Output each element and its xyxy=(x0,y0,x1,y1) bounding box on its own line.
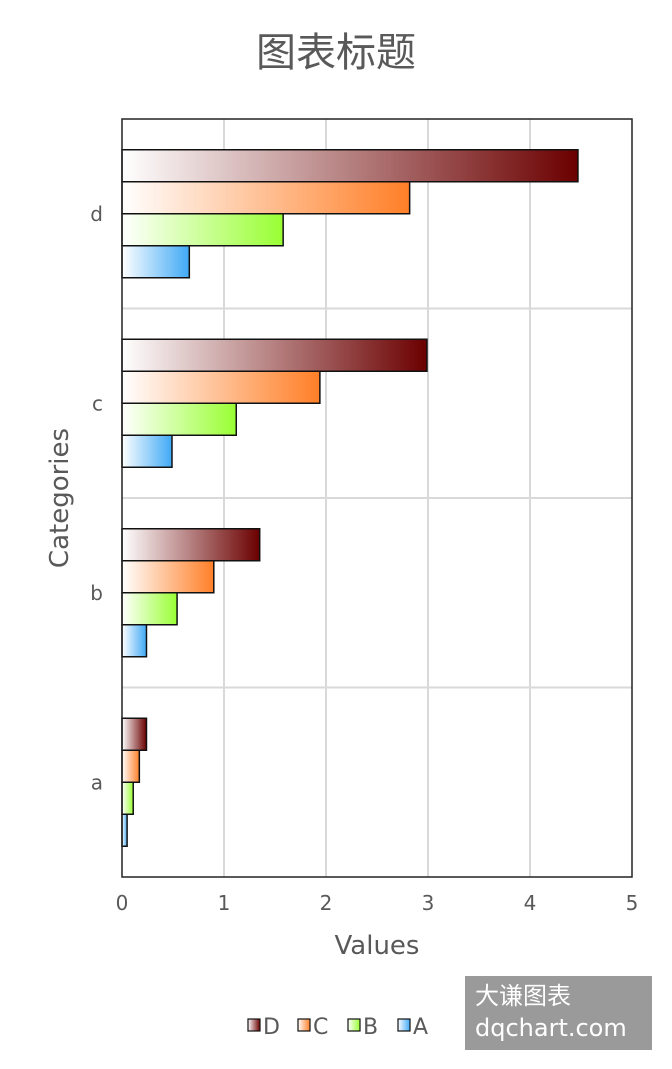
bar-C-b xyxy=(121,560,215,594)
x-tick-label: 1 xyxy=(218,891,231,915)
bar-C-d xyxy=(121,181,411,215)
x-axis-title: Values xyxy=(335,931,420,961)
bar-B-a xyxy=(121,781,134,815)
x-tick-label: 4 xyxy=(524,891,537,915)
y-tick-label: b xyxy=(90,581,103,605)
bar-A-b xyxy=(121,624,148,658)
bar-B-d xyxy=(121,213,284,247)
legend-swatch-A xyxy=(397,1018,411,1032)
x-tick-label: 0 xyxy=(116,891,129,915)
bar-C-c xyxy=(121,370,321,404)
watermark-line2: dqchart.com xyxy=(475,1014,627,1042)
x-tick-label: 2 xyxy=(320,891,333,915)
bar-D-a xyxy=(121,717,148,751)
y-tick-label: a xyxy=(91,770,103,794)
y-tick-label: d xyxy=(90,202,103,226)
bar-D-b xyxy=(121,528,261,562)
legend-swatch-D xyxy=(247,1018,261,1032)
watermark: 大谦图表 dqchart.com xyxy=(465,976,652,1050)
x-tick-label: 3 xyxy=(422,891,435,915)
grid xyxy=(122,119,632,877)
bar-A-a xyxy=(121,813,128,847)
bar-D-c xyxy=(121,338,428,372)
legend-label-D: D xyxy=(263,1015,280,1040)
legend-swatch-C xyxy=(297,1018,311,1032)
plot-border xyxy=(121,118,633,878)
watermark-line1: 大谦图表 xyxy=(475,982,571,1010)
legend-swatch-B xyxy=(347,1018,361,1032)
legend-label-B: B xyxy=(363,1015,378,1040)
y-axis-title: Categories xyxy=(45,428,75,568)
bars xyxy=(121,149,579,847)
y-tick-labels: a b c d xyxy=(90,202,103,795)
bar-B-b xyxy=(121,592,178,626)
bar-B-c xyxy=(121,402,237,436)
y-tick-label: c xyxy=(92,391,103,415)
bar-A-d xyxy=(121,245,191,279)
x-tick-labels: 0 1 2 3 4 5 xyxy=(116,891,639,915)
bar-C-a xyxy=(121,749,141,783)
legend-label-C: C xyxy=(313,1015,328,1040)
bar-A-c xyxy=(121,434,173,468)
legend-label-A: A xyxy=(413,1015,428,1040)
chart-title: 图表标题 xyxy=(256,30,416,76)
x-tick-label: 5 xyxy=(626,891,639,915)
bar-D-d xyxy=(121,149,579,183)
